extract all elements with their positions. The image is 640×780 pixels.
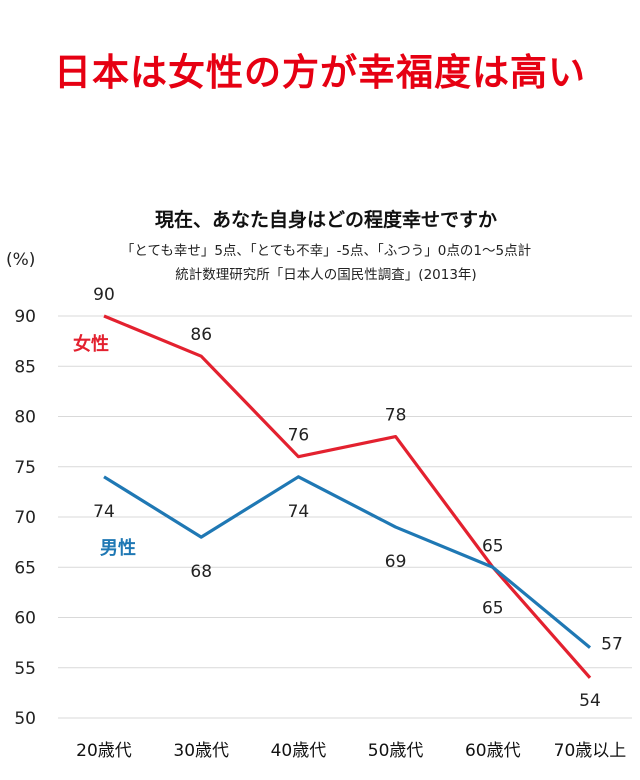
data-label: 90: [93, 285, 115, 305]
chart-subtitle-line-1: 「とても幸せ」5点、「とても不幸」-5点、「ふつう」0点の1〜5点計: [121, 243, 531, 259]
y-tick-label: 65: [14, 558, 36, 578]
chart-title: 現在、あなた自身はどの程度幸せですか: [155, 208, 497, 231]
y-tick-label: 75: [14, 458, 36, 478]
series-lines: [103, 314, 592, 679]
x-tick-label: 20歳代: [76, 741, 132, 761]
x-tick-label: 60歳代: [465, 741, 521, 761]
y-axis-ticks: 50 55 60 65 70 75 80 85 90: [14, 307, 36, 729]
series-label-0: 女性: [73, 333, 109, 355]
data-label: 65: [482, 536, 504, 556]
data-label: 54: [579, 691, 601, 711]
y-tick-label: 80: [14, 408, 36, 428]
y-tick-label: 90: [14, 307, 36, 327]
headline: 日本は女性の方が幸福度は高い: [54, 51, 586, 94]
chart-subtitle-line-2: 統計数理研究所「日本人の国民性調査」(2013年): [175, 267, 476, 283]
series-line-1: [103, 475, 592, 649]
gridlines: [58, 315, 632, 719]
data-label: 86: [190, 325, 212, 345]
x-tick-label: 50歳代: [368, 741, 424, 761]
x-tick-label: 30歳代: [173, 741, 229, 761]
y-tick-label: 55: [14, 659, 36, 679]
data-label: 76: [288, 426, 310, 446]
data-label: 74: [93, 502, 115, 522]
data-label: 57: [601, 635, 623, 655]
data-label: 68: [190, 562, 212, 582]
y-tick-label: 50: [14, 709, 36, 729]
data-label: 65: [482, 598, 504, 618]
data-labels: 90 86 76 78 65 54 74 68 74 69 65 57: [93, 285, 623, 711]
x-tick-label: 40歳代: [271, 741, 327, 761]
y-tick-label: 70: [14, 508, 36, 528]
x-tick-label: 70歳以上: [554, 741, 627, 761]
data-label: 74: [288, 502, 310, 522]
series-line-0: [103, 314, 592, 679]
x-axis-ticks: 20歳代 30歳代 40歳代 50歳代 60歳代 70歳以上: [76, 741, 626, 761]
data-label: 78: [385, 406, 407, 426]
series-label-1: 男性: [100, 537, 136, 559]
y-axis-unit-label: (%): [6, 250, 35, 270]
y-tick-label: 85: [14, 357, 36, 377]
y-tick-label: 60: [14, 609, 36, 629]
data-label: 69: [385, 552, 407, 572]
